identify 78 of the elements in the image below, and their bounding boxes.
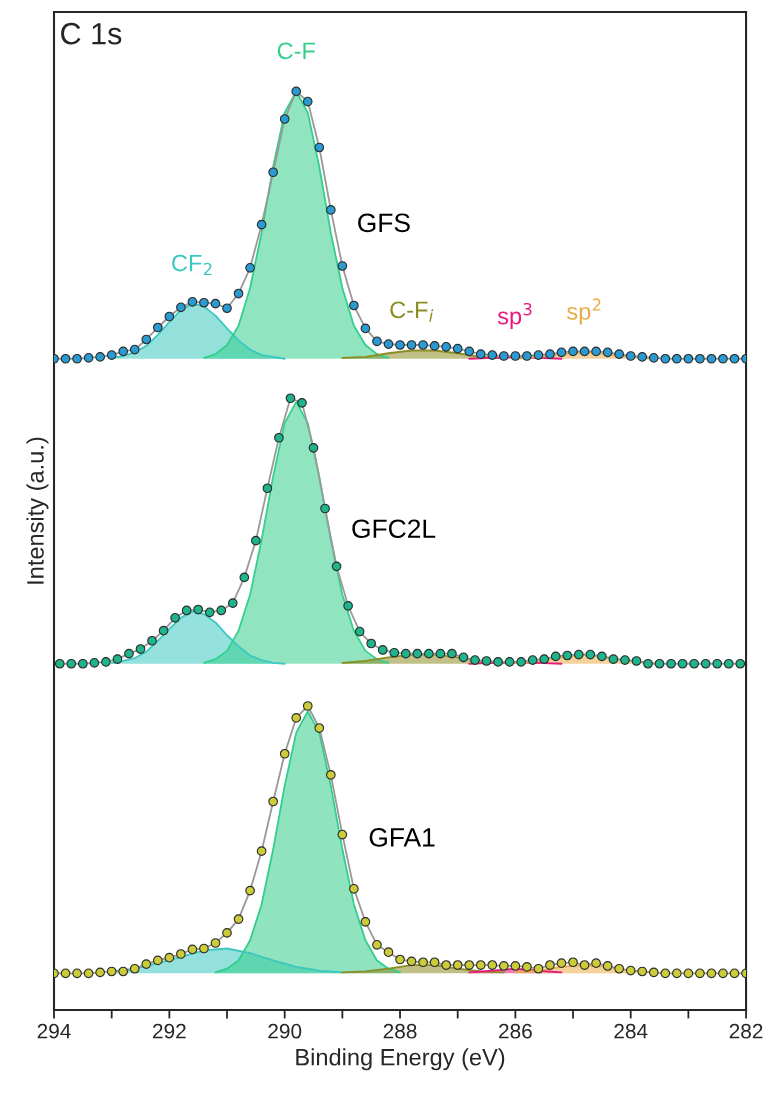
point <box>458 652 469 663</box>
point <box>239 572 250 583</box>
point <box>562 650 573 661</box>
point <box>274 432 284 443</box>
series-label: C-F <box>277 42 315 60</box>
point <box>216 605 227 616</box>
point <box>677 658 688 669</box>
point <box>470 655 480 665</box>
x-tick-label: 290 <box>268 1023 302 1039</box>
point <box>643 658 653 669</box>
point <box>343 601 353 611</box>
point <box>527 655 538 665</box>
series-label: sp$^{3}$ <box>497 302 532 330</box>
point <box>712 658 723 669</box>
point <box>389 647 400 658</box>
point <box>170 612 180 623</box>
point <box>135 644 146 654</box>
point <box>493 657 503 667</box>
point <box>78 658 88 669</box>
x-tick-label: 282 <box>729 1023 763 1039</box>
point <box>331 561 342 572</box>
point <box>66 658 77 669</box>
point <box>516 657 526 667</box>
point <box>147 635 157 646</box>
point <box>400 648 411 659</box>
point <box>597 651 607 662</box>
point <box>193 604 204 615</box>
series-label: GFA1 <box>369 828 435 847</box>
point <box>251 535 261 546</box>
point <box>112 654 123 664</box>
point <box>504 657 515 667</box>
point <box>320 503 330 514</box>
point <box>654 658 665 669</box>
point <box>354 626 365 637</box>
series-label: C-F$_{i}$ <box>390 301 434 322</box>
point <box>308 443 319 453</box>
point <box>101 657 111 667</box>
point <box>735 658 746 669</box>
chart-title: C 1s <box>61 22 122 45</box>
point <box>262 483 273 494</box>
point <box>227 598 238 608</box>
point <box>573 649 584 660</box>
x-tick-label: 284 <box>614 1023 648 1039</box>
x-tick-label: 288 <box>383 1023 417 1039</box>
x-tick-label: 286 <box>499 1023 532 1039</box>
x-tick-label: 292 <box>153 1023 186 1039</box>
y-axis-title: Intensity (a.u.) <box>26 437 49 584</box>
point <box>285 393 296 404</box>
point <box>412 648 423 659</box>
point <box>158 625 169 636</box>
point <box>700 658 711 669</box>
point <box>124 648 134 659</box>
point <box>435 648 446 659</box>
point <box>689 658 699 669</box>
point <box>89 657 100 668</box>
point <box>181 605 192 616</box>
point <box>481 656 492 666</box>
series-label: GFS <box>358 213 410 233</box>
point <box>424 648 434 659</box>
point <box>620 655 630 665</box>
point <box>297 398 307 408</box>
point <box>54 658 65 669</box>
point <box>723 658 734 669</box>
point <box>666 658 676 669</box>
point <box>539 654 550 664</box>
series-label: sp$^{2}$ <box>567 298 601 325</box>
point <box>550 651 561 662</box>
x-tick-label: 294 <box>37 1023 71 1039</box>
point <box>377 645 388 655</box>
point <box>447 648 457 659</box>
point <box>631 656 642 666</box>
x-axis-title: Binding Energy (eV) <box>296 1048 505 1071</box>
point <box>204 607 215 618</box>
point <box>366 638 377 649</box>
point <box>585 649 596 660</box>
series-label: GFC2L <box>352 519 436 539</box>
series-label: CF$_{2}$ <box>172 254 212 276</box>
point <box>608 654 619 664</box>
